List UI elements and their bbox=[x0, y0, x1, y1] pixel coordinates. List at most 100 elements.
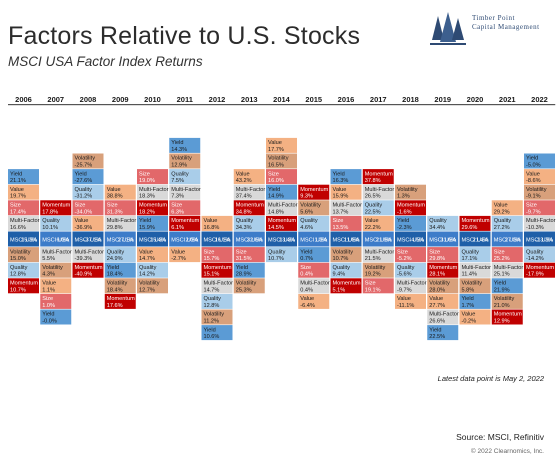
factor-name-label: Yield bbox=[300, 249, 312, 255]
factor-name-label: Momentum bbox=[526, 265, 554, 271]
factor-value-label: -4.5% bbox=[409, 238, 424, 244]
factor-cell-bg bbox=[201, 231, 233, 247]
factor-value-label: 12.8% bbox=[204, 303, 220, 309]
logo-line-2: Capital Management bbox=[472, 23, 540, 31]
factor-cell: Value-36.9% bbox=[72, 215, 104, 231]
factor-value-label: 5.5% bbox=[42, 256, 55, 262]
factor-value-label: 34.4% bbox=[429, 225, 445, 231]
page-subtitle: MSCI USA Factor Index Returns bbox=[8, 54, 203, 69]
company-logo: Timber Point Capital Management bbox=[428, 8, 553, 50]
factor-cell-bg bbox=[40, 309, 72, 325]
factor-name-label: MSCI USA bbox=[526, 238, 553, 244]
factor-name-label: Momentum bbox=[10, 281, 38, 287]
factor-value-label: 22.5% bbox=[365, 209, 381, 215]
factor-cell: Yield-2.3% bbox=[395, 215, 426, 231]
factor-cell-bg bbox=[395, 247, 426, 263]
factor-value-label: 1.3% bbox=[315, 238, 328, 244]
factor-name-label: Yield bbox=[171, 140, 183, 146]
factor-value-label: 18.3% bbox=[139, 194, 155, 200]
factor-value-label: 28.9% bbox=[236, 272, 252, 278]
factor-cell: Size-5.2% bbox=[395, 247, 426, 263]
factor-cell: Value-8.6% bbox=[524, 169, 555, 185]
factor-cell-bg bbox=[524, 169, 555, 185]
factor-cell: Value-0.2% bbox=[459, 309, 491, 325]
factor-cell-bg bbox=[266, 200, 297, 216]
factor-value-label: 28.1% bbox=[429, 272, 445, 278]
factor-cell-bg bbox=[72, 231, 104, 247]
factor-value-label: 26.5% bbox=[365, 194, 381, 200]
factor-cell-bg bbox=[104, 278, 136, 294]
year-label: 2018 bbox=[402, 95, 419, 104]
factor-cell-bg bbox=[362, 200, 394, 216]
factor-name-label: Value bbox=[333, 187, 347, 193]
factor-cell-bg bbox=[298, 231, 330, 247]
factor-name-label: Yield bbox=[526, 156, 538, 162]
factor-cell-bg bbox=[233, 215, 265, 231]
factor-name-label: Multi-Factor bbox=[42, 249, 72, 255]
factor-name-label: Quality bbox=[494, 218, 512, 224]
factor-value-label: 29.8% bbox=[429, 256, 445, 262]
factor-value-label: -9.7% bbox=[397, 287, 412, 293]
factor-value-label: -25.7% bbox=[75, 163, 93, 169]
factor-value-label: 10.6% bbox=[204, 334, 220, 340]
factor-name-label: Volatility bbox=[139, 281, 160, 287]
factor-value-label: 25.2% bbox=[494, 256, 510, 262]
factor-cell-bg bbox=[72, 262, 104, 278]
factor-value-label: 27.7% bbox=[429, 303, 445, 309]
factor-cell: MSCI USA-4.5% bbox=[395, 231, 426, 247]
factor-value-label: 27.1% bbox=[118, 238, 134, 244]
factor-name-label: Value bbox=[429, 296, 443, 302]
year-label: 2021 bbox=[499, 95, 516, 104]
factor-name-label: Volatility bbox=[397, 187, 418, 193]
factor-name-label: Momentum bbox=[300, 187, 328, 193]
factor-name-label: Value bbox=[139, 249, 153, 255]
factor-name-label: Yield bbox=[204, 327, 216, 333]
factor-cell-bg bbox=[40, 231, 72, 247]
factor-value-label: 11.2% bbox=[204, 319, 219, 325]
year-label: 2011 bbox=[177, 95, 193, 104]
factor-name-label: Multi-Factor bbox=[462, 265, 492, 271]
factor-cell-bg bbox=[524, 200, 555, 216]
factor-cell-bg bbox=[8, 169, 39, 185]
factor-cell-bg bbox=[524, 231, 555, 247]
year-label: 2010 bbox=[144, 95, 161, 104]
factor-value-label: 17.4% bbox=[10, 209, 26, 215]
factor-cell-bg bbox=[362, 169, 394, 185]
factor-value-label: -0.2% bbox=[462, 319, 477, 325]
factor-cell-bg bbox=[233, 200, 265, 216]
factor-name-label: Value bbox=[236, 171, 250, 177]
year-label: 2016 bbox=[338, 95, 355, 104]
factor-value-label: 5.6% bbox=[300, 209, 313, 215]
factor-name-label: MSCI USA bbox=[171, 238, 198, 244]
factor-value-label: -5.2% bbox=[397, 256, 412, 262]
factor-cell: Value-6.4% bbox=[298, 293, 330, 309]
factor-cell: Volatility-25.7% bbox=[72, 153, 104, 169]
factor-value-label: 21.5% bbox=[365, 256, 381, 262]
factor-name-label: Multi-Factor bbox=[107, 218, 137, 224]
factor-value-label: 16.3% bbox=[333, 178, 349, 184]
factor-cell: Value-2.7% bbox=[169, 247, 201, 263]
factor-cell-bg bbox=[427, 247, 459, 263]
factor-name-label: MSCI USA bbox=[268, 238, 295, 244]
